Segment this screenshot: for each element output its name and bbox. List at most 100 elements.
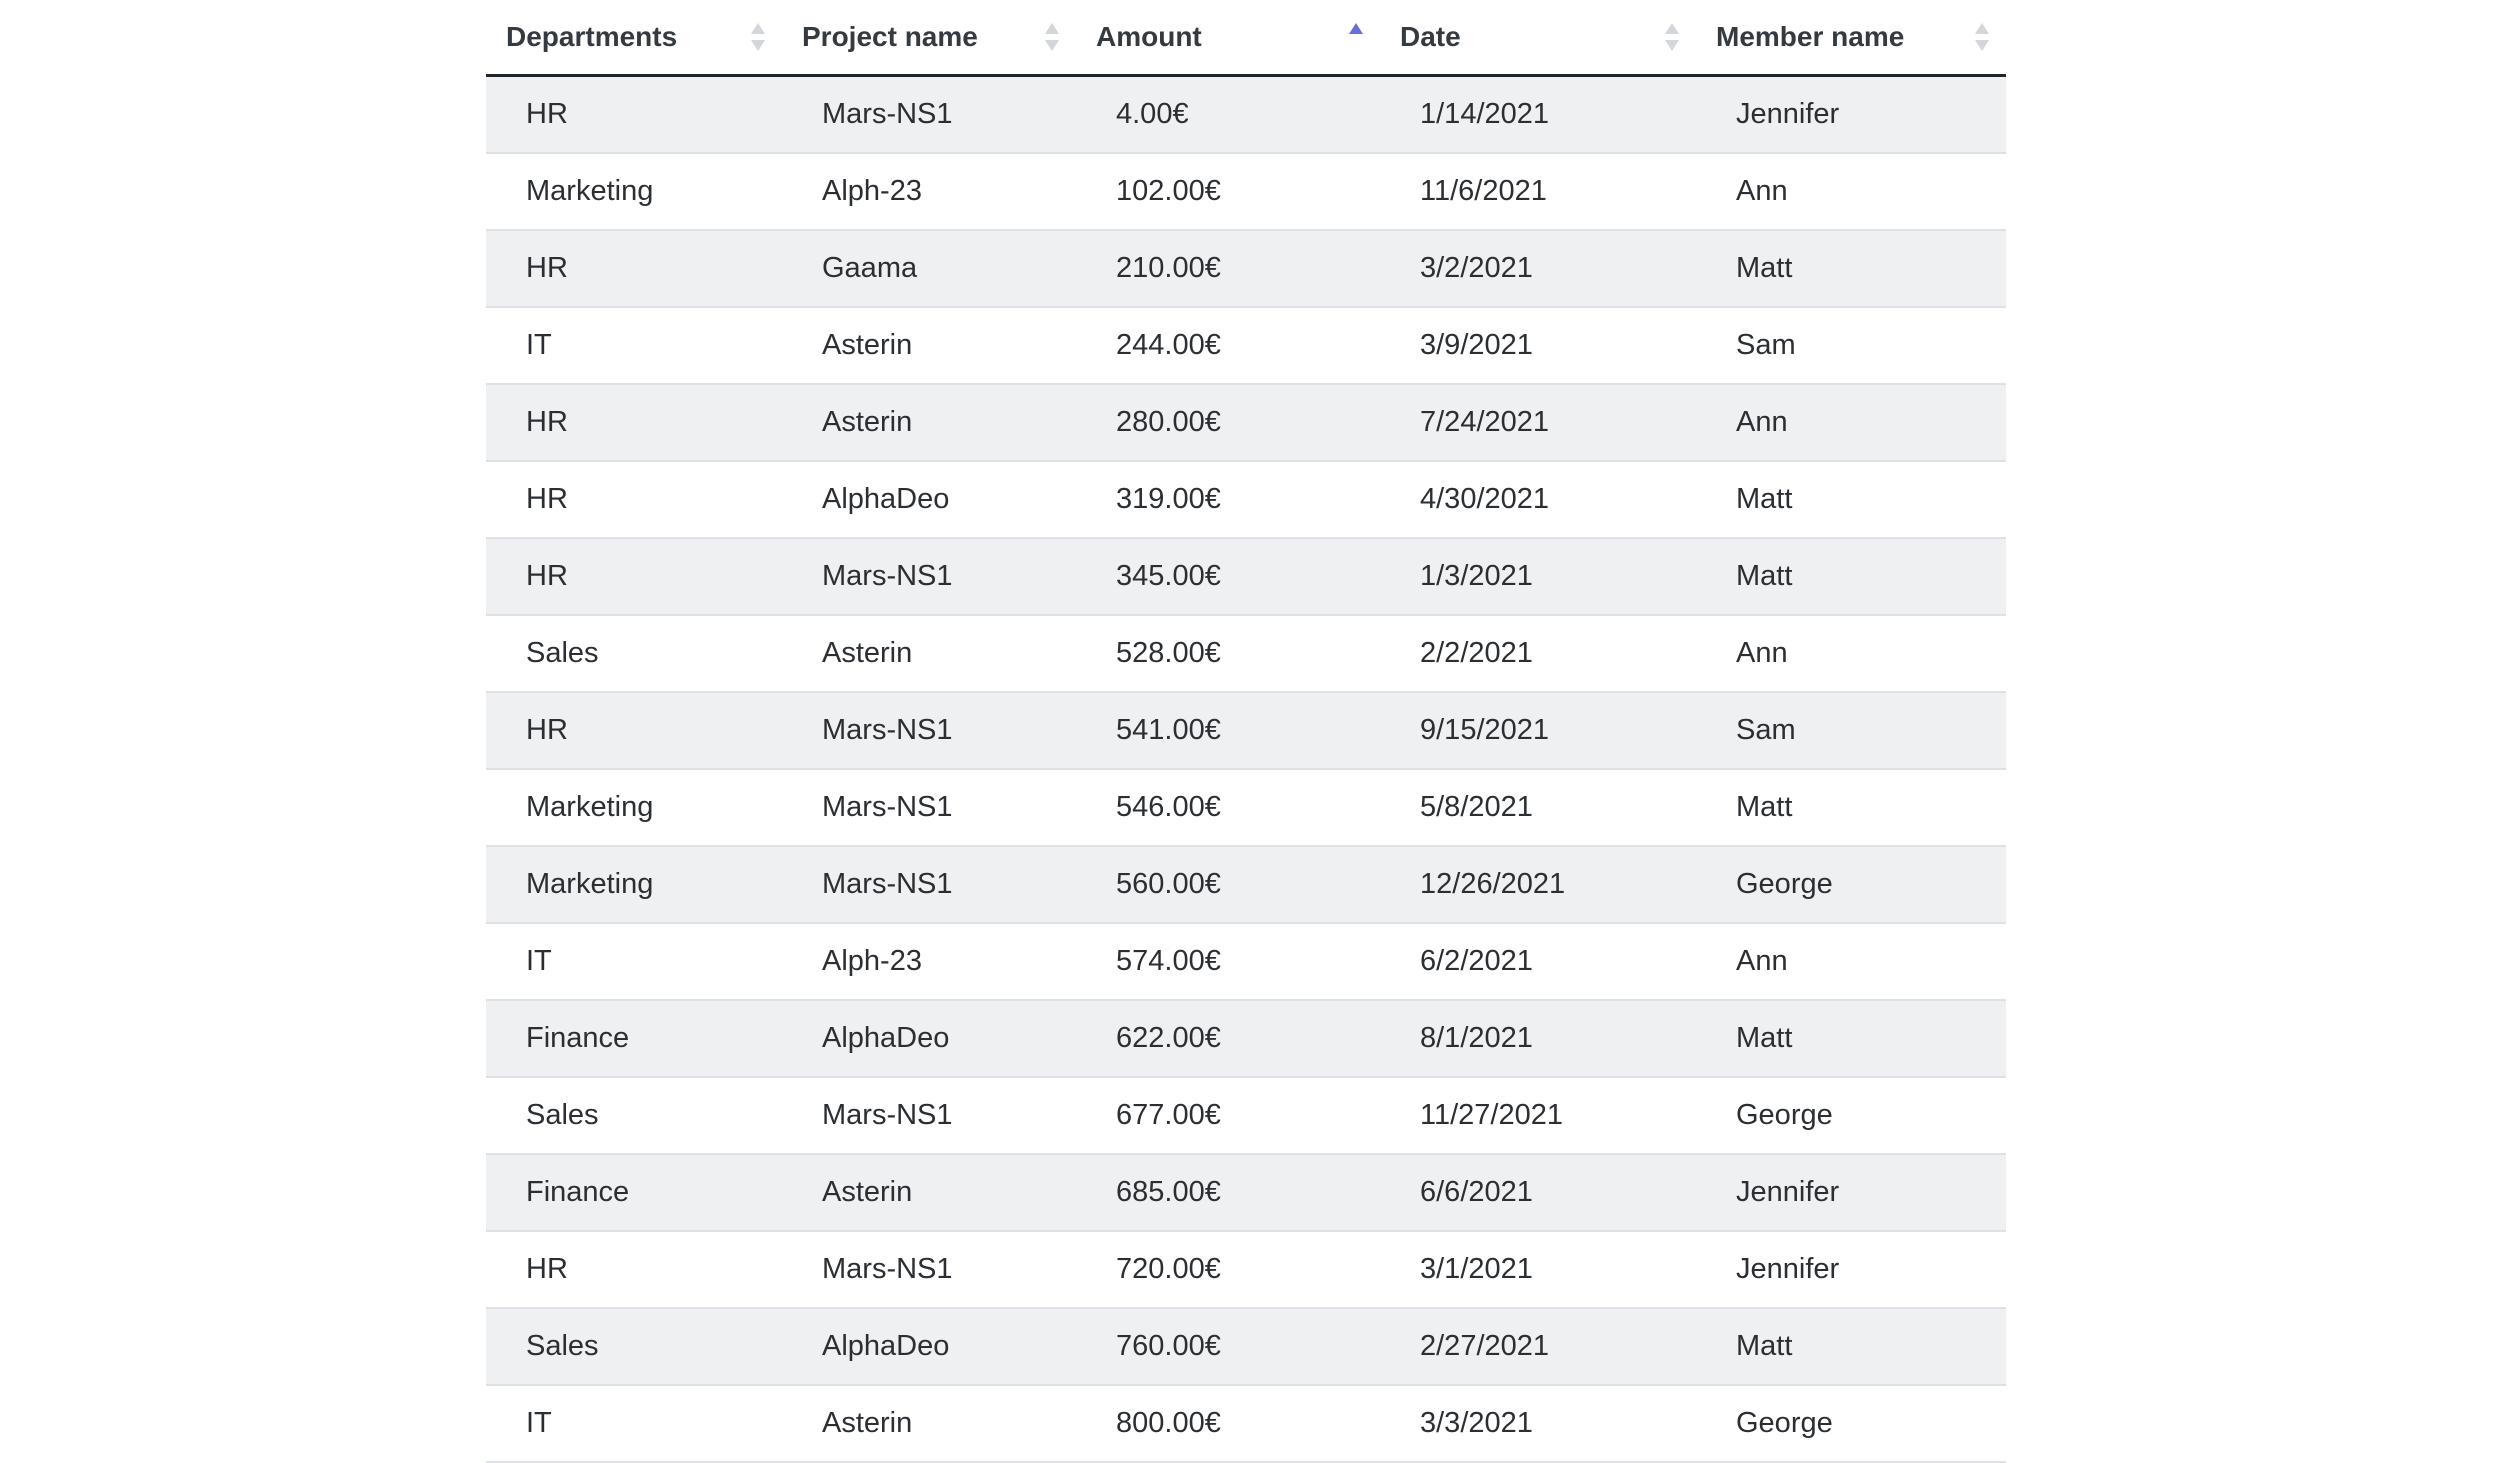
table-row[interactable]: HR Asterin 280.00€ 7/24/2021 Ann	[486, 384, 2006, 462]
cell-member-name: Matt	[1696, 461, 2006, 539]
cell-department: HR	[486, 384, 782, 462]
cell-project-name: Asterin	[782, 1385, 1076, 1463]
column-header-amount[interactable]: Amount	[1076, 0, 1380, 77]
cell-amount: 4.00€	[1076, 75, 1380, 154]
cell-member-name: George	[1696, 1077, 2006, 1155]
cell-project-name: Alph-23	[782, 153, 1076, 231]
cell-project-name: Asterin	[782, 1154, 1076, 1232]
cell-amount: 345.00€	[1076, 538, 1380, 616]
cell-member-name: Matt	[1696, 769, 2006, 847]
column-header-departments[interactable]: Departments	[486, 0, 782, 77]
column-header-project-name[interactable]: Project name	[782, 0, 1076, 77]
table-row[interactable]: Finance Asterin 685.00€ 6/6/2021 Jennifer	[486, 1154, 2006, 1232]
cell-member-name: Ann	[1696, 384, 2006, 462]
cell-amount: 244.00€	[1076, 307, 1380, 385]
cell-amount: 280.00€	[1076, 384, 1380, 462]
column-header-label: Member name	[1716, 21, 1905, 52]
sort-icon[interactable]	[1974, 22, 1990, 52]
table-row[interactable]: IT Asterin 800.00€ 3/3/2021 George	[486, 1385, 2006, 1463]
cell-member-name: Jennifer	[1696, 1231, 2006, 1309]
cell-date: 11/27/2021	[1380, 1077, 1696, 1155]
column-header-date[interactable]: Date	[1380, 0, 1696, 77]
cell-date: 5/8/2021	[1380, 769, 1696, 847]
cell-date: 2/27/2021	[1380, 1308, 1696, 1386]
cell-date: 3/3/2021	[1380, 1385, 1696, 1463]
table-row[interactable]: Marketing Alph-23 102.00€ 11/6/2021 Ann	[486, 153, 2006, 231]
cell-project-name: Mars-NS1	[782, 538, 1076, 616]
table-body: HR Mars-NS1 4.00€ 1/14/2021 Jennifer Marketin…	[486, 75, 2006, 1463]
cell-amount: 622.00€	[1076, 1000, 1380, 1078]
table-row[interactable]: IT Asterin 244.00€ 3/9/2021 Sam	[486, 307, 2006, 385]
cell-project-name: Gaama	[782, 230, 1076, 308]
cell-department: Sales	[486, 615, 782, 693]
cell-date: 3/2/2021	[1380, 230, 1696, 308]
cell-amount: 102.00€	[1076, 153, 1380, 231]
table-row[interactable]: HR AlphaDeo 319.00€ 4/30/2021 Matt	[486, 461, 2006, 539]
cell-member-name: Jennifer	[1696, 1154, 2006, 1232]
cell-member-name: Ann	[1696, 923, 2006, 1001]
table-row[interactable]: Sales AlphaDeo 760.00€ 2/27/2021 Matt	[486, 1308, 2006, 1386]
cell-date: 6/2/2021	[1380, 923, 1696, 1001]
cell-date: 4/30/2021	[1380, 461, 1696, 539]
cell-member-name: Sam	[1696, 307, 2006, 385]
cell-department: Sales	[486, 1077, 782, 1155]
cell-member-name: Jennifer	[1696, 75, 2006, 154]
cell-date: 12/26/2021	[1380, 846, 1696, 924]
table-header: Departments Project name Amount Date Mem…	[486, 0, 2006, 77]
column-header-member-name[interactable]: Member name	[1696, 0, 2006, 77]
table-row[interactable]: Marketing Mars-NS1 560.00€ 12/26/2021 George	[486, 846, 2006, 924]
cell-amount: 720.00€	[1076, 1231, 1380, 1309]
cell-amount: 560.00€	[1076, 846, 1380, 924]
column-header-label: Amount	[1096, 21, 1202, 52]
cell-department: IT	[486, 1385, 782, 1463]
table-row[interactable]: Marketing Mars-NS1 546.00€ 5/8/2021 Matt	[486, 769, 2006, 847]
cell-date: 1/14/2021	[1380, 75, 1696, 154]
table-row[interactable]: HR Mars-NS1 345.00€ 1/3/2021 Matt	[486, 538, 2006, 616]
cell-project-name: Mars-NS1	[782, 769, 1076, 847]
cell-department: Sales	[486, 1308, 782, 1386]
cell-project-name: Asterin	[782, 384, 1076, 462]
sort-ascending-icon[interactable]	[1348, 22, 1364, 52]
cell-amount: 685.00€	[1076, 1154, 1380, 1232]
cell-date: 11/6/2021	[1380, 153, 1696, 231]
data-table-container: Departments Project name Amount Date Mem…	[486, 0, 2006, 1463]
table-row[interactable]: Sales Mars-NS1 677.00€ 11/27/2021 George	[486, 1077, 2006, 1155]
cell-department: HR	[486, 461, 782, 539]
cell-department: Marketing	[486, 846, 782, 924]
cell-amount: 319.00€	[1076, 461, 1380, 539]
data-table: Departments Project name Amount Date Mem…	[486, 0, 2006, 1463]
cell-member-name: Ann	[1696, 153, 2006, 231]
table-row[interactable]: HR Mars-NS1 720.00€ 3/1/2021 Jennifer	[486, 1231, 2006, 1309]
sort-icon[interactable]	[1664, 22, 1680, 52]
cell-amount: 210.00€	[1076, 230, 1380, 308]
table-row[interactable]: HR Mars-NS1 4.00€ 1/14/2021 Jennifer	[486, 75, 2006, 154]
cell-date: 3/1/2021	[1380, 1231, 1696, 1309]
cell-amount: 800.00€	[1076, 1385, 1380, 1463]
cell-department: HR	[486, 692, 782, 770]
cell-department: HR	[486, 230, 782, 308]
table-row[interactable]: Finance AlphaDeo 622.00€ 8/1/2021 Matt	[486, 1000, 2006, 1078]
cell-amount: 528.00€	[1076, 615, 1380, 693]
cell-member-name: Matt	[1696, 230, 2006, 308]
sort-icon[interactable]	[1044, 22, 1060, 52]
cell-department: IT	[486, 923, 782, 1001]
cell-amount: 541.00€	[1076, 692, 1380, 770]
cell-date: 8/1/2021	[1380, 1000, 1696, 1078]
cell-department: HR	[486, 1231, 782, 1309]
cell-department: Finance	[486, 1000, 782, 1078]
cell-department: Finance	[486, 1154, 782, 1232]
cell-project-name: Asterin	[782, 615, 1076, 693]
cell-date: 9/15/2021	[1380, 692, 1696, 770]
cell-date: 3/9/2021	[1380, 307, 1696, 385]
cell-department: HR	[486, 75, 782, 154]
cell-date: 1/3/2021	[1380, 538, 1696, 616]
sort-icon[interactable]	[750, 22, 766, 52]
cell-member-name: Ann	[1696, 615, 2006, 693]
cell-member-name: Matt	[1696, 1308, 2006, 1386]
table-row[interactable]: HR Mars-NS1 541.00€ 9/15/2021 Sam	[486, 692, 2006, 770]
cell-member-name: George	[1696, 846, 2006, 924]
table-row[interactable]: HR Gaama 210.00€ 3/2/2021 Matt	[486, 230, 2006, 308]
column-header-label: Date	[1400, 21, 1461, 52]
table-row[interactable]: Sales Asterin 528.00€ 2/2/2021 Ann	[486, 615, 2006, 693]
table-row[interactable]: IT Alph-23 574.00€ 6/2/2021 Ann	[486, 923, 2006, 1001]
